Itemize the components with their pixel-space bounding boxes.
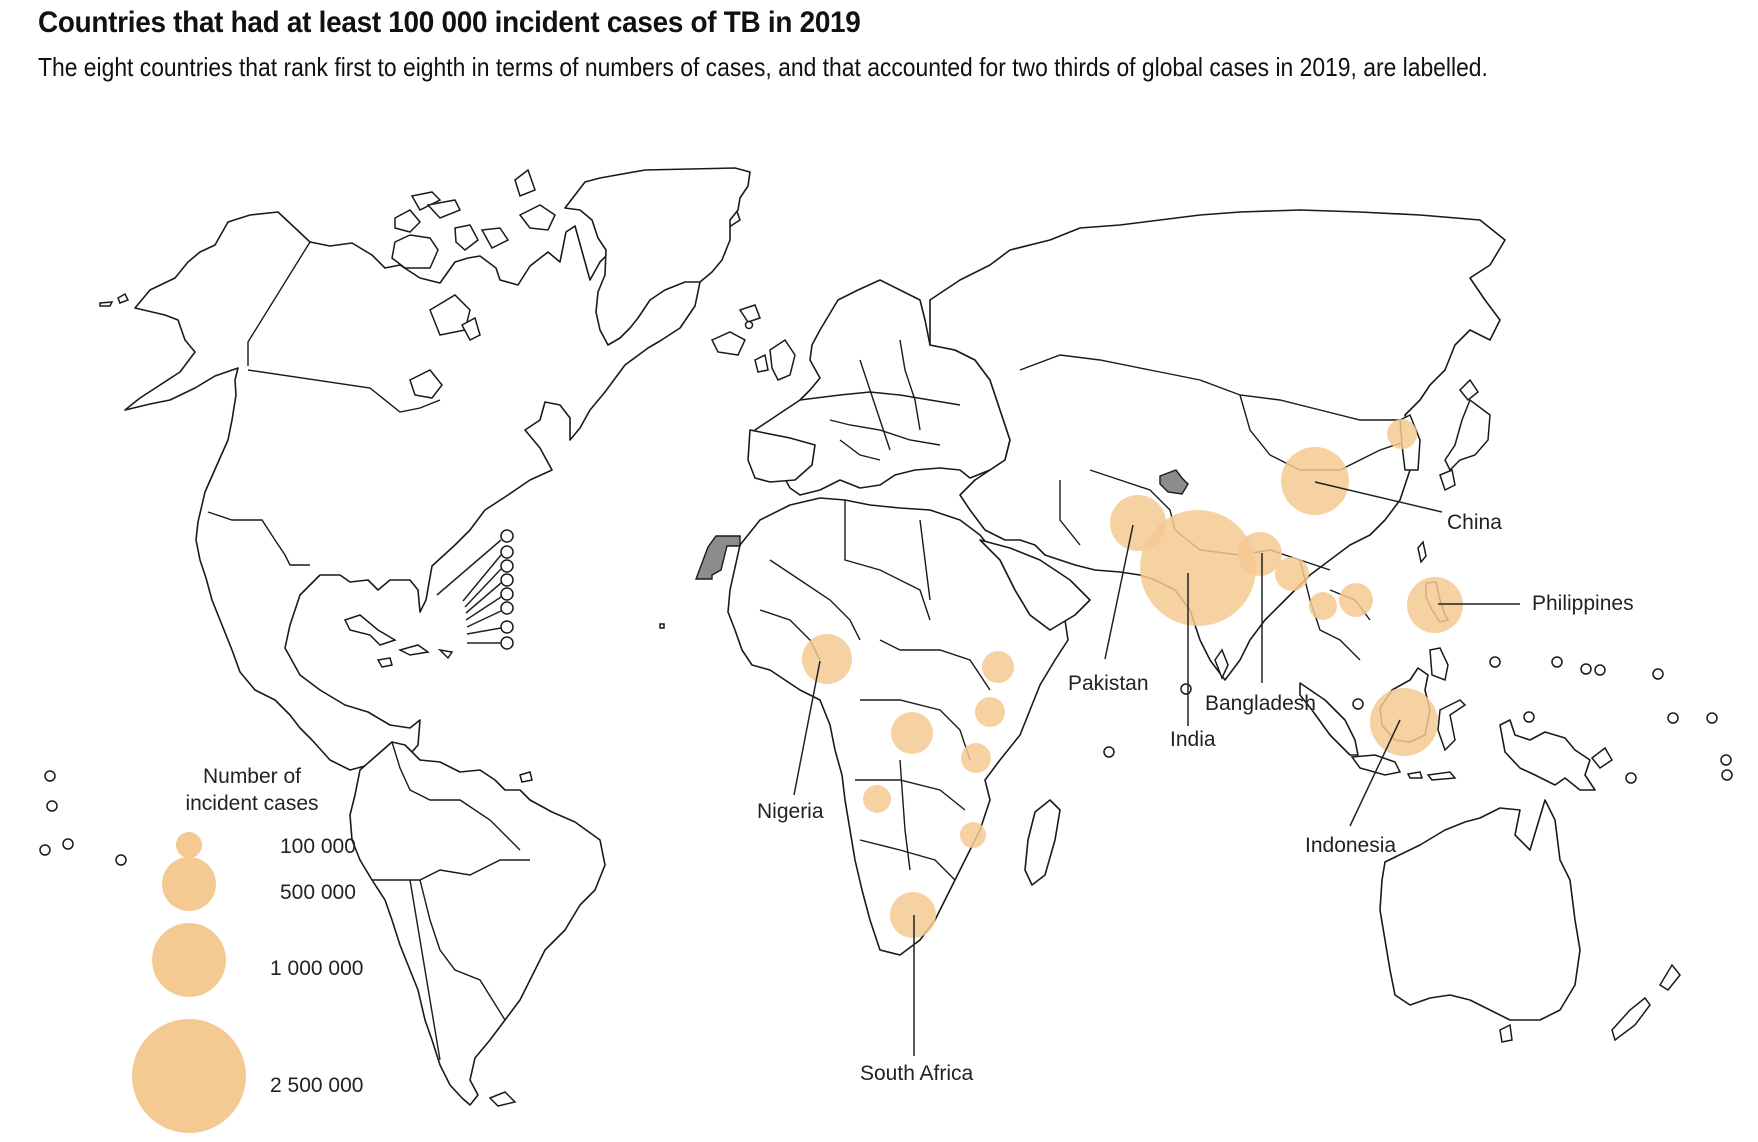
bubble-indonesia (1370, 688, 1438, 756)
bubble-bangladesh (1238, 532, 1282, 576)
legend-label-100000: 100 000 (280, 835, 356, 858)
oceania-outline (1379, 799, 1681, 1043)
legend-label-2500000: 2 500 000 (270, 1074, 363, 1097)
label-nigeria: Nigeria (757, 800, 824, 823)
bubble-angola (863, 785, 891, 813)
caribbean-callout-lines (436, 539, 502, 644)
map-subtitle: The eight countries that rank first to e… (38, 52, 1488, 82)
label-south-africa: South Africa (860, 1062, 974, 1085)
bubble-kenya (975, 697, 1005, 727)
bubble-drc (891, 712, 933, 754)
incidence-bubbles (802, 419, 1463, 938)
bubble-tanzania (961, 743, 991, 773)
bubble-mozambique (960, 822, 986, 848)
bubble-nigeria (802, 634, 852, 684)
bubble-thailand (1309, 592, 1337, 620)
map-title: Countries that had at least 100 000 inci… (38, 6, 861, 39)
country-labels: China Philippines Pakistan India Banglad… (757, 511, 1634, 1085)
north-america-outline (99, 167, 751, 771)
western-sahara-region (694, 535, 741, 580)
legend-title-line2: incident cases (185, 792, 318, 815)
label-india: India (1170, 728, 1216, 751)
label-china: China (1447, 511, 1502, 534)
bubble-pakistan (1110, 495, 1166, 551)
legend-label-500000: 500 000 (280, 881, 356, 904)
label-leader-lines (793, 481, 1520, 1056)
label-indonesia: Indonesia (1305, 834, 1396, 857)
label-pakistan: Pakistan (1068, 672, 1149, 695)
jammu-kashmir-region (1159, 469, 1189, 495)
bubble-vietnam (1339, 583, 1373, 617)
bubble-south-africa (890, 892, 936, 938)
legend-title-line1: Number of (203, 765, 301, 788)
bubble-ethiopia (982, 651, 1014, 683)
bubble-myanmar (1275, 557, 1309, 591)
bubble-dprk (1387, 419, 1417, 449)
legend-bubble-500000 (162, 857, 216, 911)
bubble-philippines (1407, 577, 1463, 633)
europe-outline (710, 279, 1011, 496)
label-bangladesh: Bangladesh (1205, 692, 1316, 715)
legend-bubble-1000000 (152, 923, 226, 997)
south-america-outline (349, 741, 606, 1107)
bubble-india (1140, 510, 1256, 626)
legend: Number of incident cases 100 000 500 000… (132, 765, 363, 1133)
bubble-china (1281, 447, 1349, 515)
label-philippines: Philippines (1532, 592, 1634, 615)
legend-label-1000000: 1 000 000 (270, 957, 363, 980)
small-territory-markers (39, 320, 1733, 866)
legend-bubble-100000 (176, 832, 202, 858)
legend-bubble-2500000 (132, 1019, 246, 1133)
